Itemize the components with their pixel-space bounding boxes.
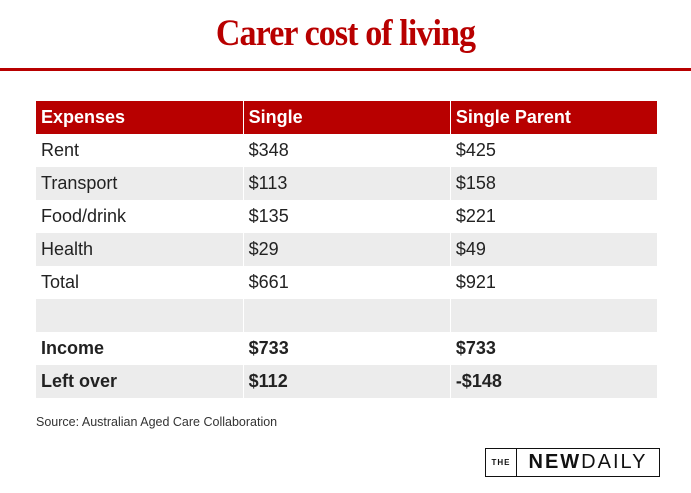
- cost-table: Expenses Single Single Parent Rent $348 $4…: [36, 101, 659, 398]
- table-row: [36, 299, 659, 332]
- table-cell: Rent: [36, 134, 244, 167]
- page-title: Carer cost of living: [215, 13, 476, 54]
- table-cell: $733: [450, 332, 659, 365]
- table-cell: $112: [243, 365, 451, 398]
- table-row: Left over $112 -$148: [36, 365, 659, 398]
- logo-new: NEW: [528, 451, 582, 473]
- table-cell: $921: [450, 266, 659, 299]
- table-cell: $661: [243, 266, 451, 299]
- table-row: Health $29 $49: [36, 233, 659, 266]
- table-header-row: Expenses Single Single Parent: [36, 101, 659, 134]
- table-cell: Left over: [36, 365, 244, 398]
- table-cell: $49: [450, 233, 659, 266]
- table-cell: [450, 299, 659, 332]
- title-divider: [0, 68, 691, 71]
- table-row: Transport $113 $158: [36, 167, 659, 200]
- logo-daily: DAILY: [581, 451, 648, 473]
- table-cell: -$148: [450, 365, 659, 398]
- table-cell: Transport: [36, 167, 244, 200]
- table-cell: $29: [243, 233, 451, 266]
- table-cell: Total: [36, 266, 244, 299]
- table-row: Total $661 $921: [36, 266, 659, 299]
- newdaily-logo: THE NEWDAILY: [485, 448, 660, 477]
- table-row: Income $733 $733: [36, 332, 659, 365]
- source-note: Source: Australian Aged Care Collaborati…: [36, 415, 278, 429]
- table-cell: $158: [450, 167, 659, 200]
- table-cell: $425: [450, 134, 659, 167]
- table-row: Rent $348 $425: [36, 134, 659, 167]
- table-cell: $135: [243, 200, 451, 233]
- logo-wordmark: NEWDAILY: [517, 451, 659, 474]
- header-cell: Single: [243, 101, 451, 134]
- table-cell: $113: [243, 167, 451, 200]
- table-cell: Health: [36, 233, 244, 266]
- table-cell: $348: [243, 134, 451, 167]
- table-cell: Income: [36, 332, 244, 365]
- header-cell: Expenses: [36, 101, 244, 134]
- table-row: Food/drink $135 $221: [36, 200, 659, 233]
- table-cell: [243, 299, 451, 332]
- table-cell: [36, 299, 244, 332]
- table-cell: $221: [450, 200, 659, 233]
- logo-the: THE: [486, 449, 517, 476]
- table-cell: Food/drink: [36, 200, 244, 233]
- table-cell: $733: [243, 332, 451, 365]
- header-cell: Single Parent: [450, 101, 659, 134]
